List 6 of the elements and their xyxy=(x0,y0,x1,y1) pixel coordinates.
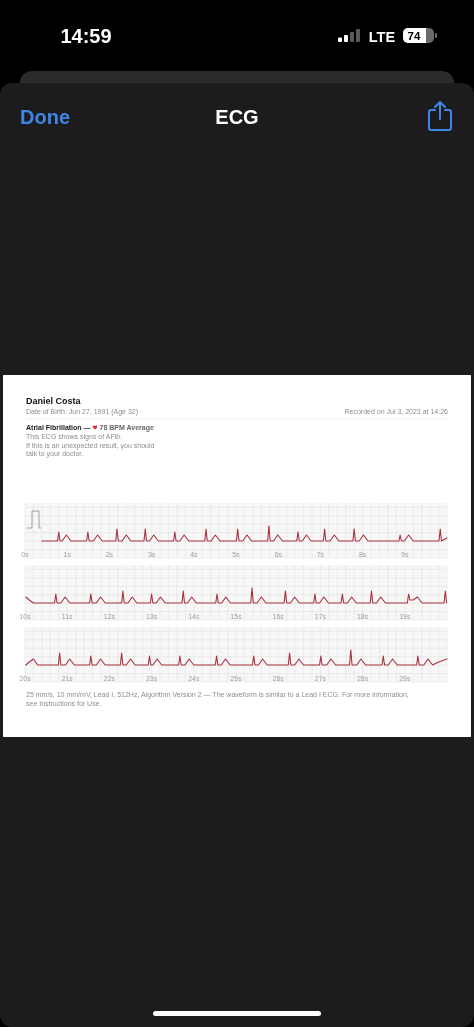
text: Done xyxy=(20,106,70,128)
text: LTE xyxy=(368,29,396,45)
chart-title: ECG xyxy=(215,106,259,128)
text: Daniel Costa xyxy=(26,396,82,406)
text: 74 xyxy=(407,30,421,42)
text: 14:59 xyxy=(60,25,112,47)
